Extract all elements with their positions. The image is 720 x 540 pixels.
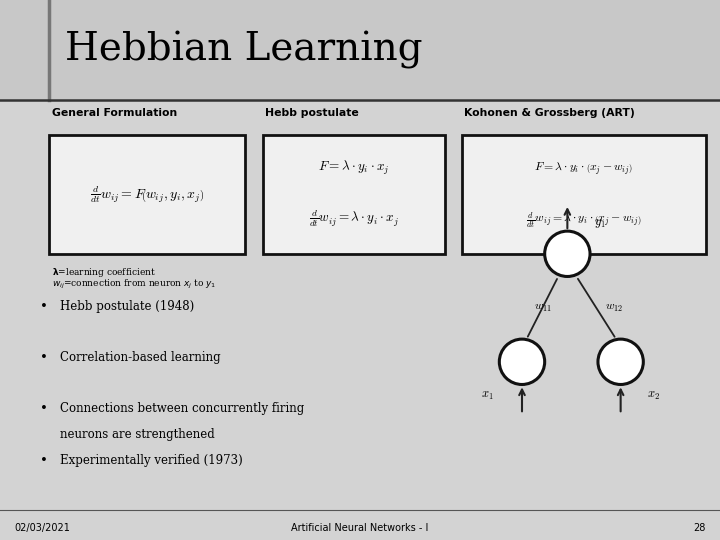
Text: Experimentally verified (1973): Experimentally verified (1973) xyxy=(60,454,243,467)
Text: •: • xyxy=(40,402,48,415)
Text: Artificial Neural Networks - I: Artificial Neural Networks - I xyxy=(292,523,428,533)
Text: $y_1$: $y_1$ xyxy=(593,217,606,230)
Text: •: • xyxy=(40,351,48,364)
Text: $\frac{d}{dt}w_{ij} = \lambda \cdot y_i \cdot \left(x_j - w_{ij}\right)$: $\frac{d}{dt}w_{ij} = \lambda \cdot y_i … xyxy=(526,211,642,231)
Bar xyxy=(0,0,720,100)
Text: 02/03/2021: 02/03/2021 xyxy=(14,523,71,533)
Text: •: • xyxy=(40,300,48,313)
Bar xyxy=(462,135,706,254)
Text: •: • xyxy=(40,454,48,467)
Text: neurons are strengthened: neurons are strengthened xyxy=(60,428,215,441)
Text: $F = \lambda \cdot y_i \cdot x_j$: $F = \lambda \cdot y_i \cdot x_j$ xyxy=(318,159,390,177)
Ellipse shape xyxy=(598,339,644,384)
Text: Correlation-based learning: Correlation-based learning xyxy=(60,351,220,364)
Text: $F = \lambda \cdot y_i \cdot \left(x_j - w_{ij}\right)$: $F = \lambda \cdot y_i \cdot \left(x_j -… xyxy=(534,160,634,177)
Text: Hebb postulate (1948): Hebb postulate (1948) xyxy=(60,300,194,313)
Text: $\frac{d}{dt}w_{ij} = F\!\left(w_{ij}, y_i, x_j\right)$: $\frac{d}{dt}w_{ij} = F\!\left(w_{ij}, y… xyxy=(89,184,204,205)
Bar xyxy=(49,135,245,254)
Text: Hebbian Learning: Hebbian Learning xyxy=(65,31,423,69)
Text: $\boldsymbol{\lambda}$=learning coefficient: $\boldsymbol{\lambda}$=learning coeffici… xyxy=(52,266,156,279)
Text: Connections between concurrently firing: Connections between concurrently firing xyxy=(60,402,304,415)
Text: $w_{12}$: $w_{12}$ xyxy=(605,301,623,314)
Text: $x_2$: $x_2$ xyxy=(647,389,660,402)
Text: $w_{ij}$=connection from neuron $x_j$ to $y_1$: $w_{ij}$=connection from neuron $x_j$ to… xyxy=(52,278,216,291)
Text: $w_{11}$: $w_{11}$ xyxy=(534,301,552,314)
Text: General Formulation: General Formulation xyxy=(52,108,177,118)
Text: Kohonen & Grossberg (ART): Kohonen & Grossberg (ART) xyxy=(464,108,635,118)
Text: $\frac{d}{dt}w_{ij} = \lambda \cdot y_i \cdot x_j$: $\frac{d}{dt}w_{ij} = \lambda \cdot y_i … xyxy=(309,208,399,228)
Bar xyxy=(263,135,445,254)
Text: Hebb postulate: Hebb postulate xyxy=(265,108,359,118)
Text: $x_1$: $x_1$ xyxy=(481,389,494,402)
Ellipse shape xyxy=(499,339,544,384)
Text: 28: 28 xyxy=(693,523,706,533)
Ellipse shape xyxy=(545,231,590,276)
